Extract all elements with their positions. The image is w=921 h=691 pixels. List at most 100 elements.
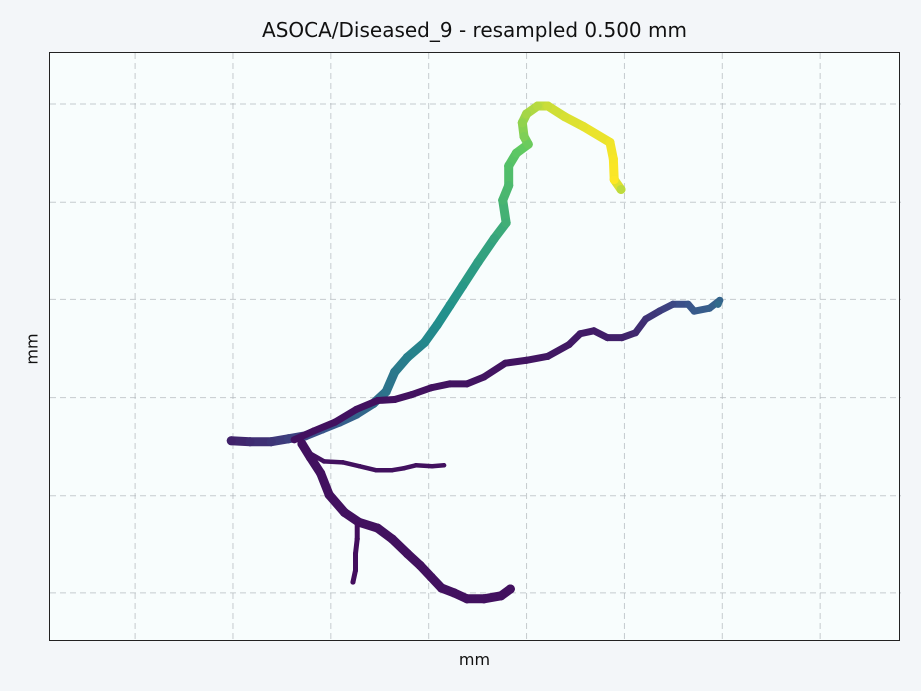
- branch-0-point-31: [605, 137, 615, 147]
- branch-0-point-20: [504, 181, 514, 191]
- branch-1-point-6: [408, 391, 416, 399]
- branch-1-point-13: [544, 352, 552, 360]
- branch-0-point-3: [283, 434, 293, 444]
- branch-0-point-34: [616, 184, 626, 194]
- branch-0-point-2: [266, 437, 276, 447]
- branch-0-point-10: [390, 367, 400, 377]
- branch-1-point-11: [501, 359, 509, 367]
- branch-2-point-0: [297, 439, 307, 449]
- branch-4-point-7: [413, 463, 419, 468]
- branch-4-point-8: [429, 464, 435, 469]
- branch-2-point-14: [479, 594, 489, 604]
- branch-0-point-33: [609, 175, 619, 185]
- branch-1-point-18: [618, 334, 626, 342]
- branch-2-point-13: [462, 594, 472, 604]
- branch-1-point-12: [523, 356, 531, 364]
- branch-4-point-9: [441, 463, 447, 468]
- branch-0-point-15: [458, 281, 468, 291]
- branch-2-point-2: [316, 468, 326, 478]
- vessel-branch-4: [308, 451, 447, 473]
- branch-0-point-11: [402, 352, 412, 362]
- branch-0-point-29: [560, 112, 570, 122]
- branch-3-point-1: [354, 536, 360, 542]
- branch-2-point-7: [387, 534, 397, 544]
- branch-1-point-7: [427, 384, 435, 392]
- branch-1-point-25: [706, 304, 714, 312]
- branch-2-point-6: [373, 523, 383, 533]
- branch-1-point-14: [565, 341, 573, 349]
- branch-0-segment-16: [473, 234, 499, 267]
- vessel-branch-2: [297, 439, 515, 604]
- branch-0-point-17: [489, 234, 499, 244]
- branch-2-point-16: [505, 584, 515, 594]
- branch-2-point-15: [496, 591, 506, 601]
- branch-1-point-27: [714, 300, 722, 308]
- vessel-branch-3: [350, 521, 360, 585]
- branch-2-point-8: [402, 549, 412, 559]
- branch-1-point-2: [331, 418, 339, 426]
- branch-1-point-8: [446, 380, 454, 388]
- branch-1-point-23: [684, 300, 692, 308]
- branch-1-segment-0: [290, 427, 318, 444]
- branch-0-point-23: [523, 139, 533, 149]
- branch-4-point-5: [389, 467, 395, 473]
- vessel-branch-1: [290, 296, 724, 444]
- branch-3-point-3: [353, 567, 359, 573]
- branch-1-point-24: [690, 307, 698, 315]
- branch-2-point-9: [415, 560, 425, 570]
- vessel-branch-0: [226, 101, 626, 447]
- branch-1-point-17: [603, 334, 611, 342]
- branch-1-segment-1: [310, 418, 339, 435]
- branch-2-point-10: [426, 572, 436, 582]
- branch-1-point-1: [310, 427, 318, 435]
- branch-0-point-12: [419, 338, 429, 348]
- branch-3-point-4: [350, 579, 356, 585]
- branch-0-point-22: [511, 148, 521, 158]
- branch-1-segment-2: [331, 405, 360, 426]
- branch-4-segment-2: [340, 460, 363, 469]
- branch-4-point-1: [321, 459, 327, 464]
- branch-1-segment-12: [523, 352, 552, 364]
- branch-3-point-0: [354, 521, 360, 527]
- branch-0-point-26: [522, 109, 532, 119]
- branch-1-point-15: [576, 330, 584, 338]
- branch-0-point-32: [608, 154, 618, 164]
- branch-0-point-21: [504, 161, 514, 171]
- branch-2-point-4: [339, 507, 349, 517]
- branch-0-segment-15: [458, 257, 483, 291]
- branch-4-segment-7: [413, 463, 435, 469]
- chart-title: ASOCA/Diseased_9 - resampled 0.500 mm: [262, 18, 687, 42]
- branch-1-point-4: [374, 397, 382, 405]
- branch-0-point-0: [226, 436, 236, 446]
- branch-4-point-0: [308, 451, 313, 456]
- branch-4-point-3: [357, 464, 363, 469]
- branch-3-point-2: [353, 551, 359, 557]
- branch-0-point-27: [533, 101, 543, 111]
- branch-2-point-12: [449, 588, 459, 598]
- branch-4-segment-0: [308, 451, 327, 464]
- branch-0-point-1: [245, 437, 255, 447]
- branch-0-point-24: [519, 131, 529, 141]
- y-axis-label: mm: [22, 333, 42, 365]
- branch-1-point-16: [590, 327, 598, 335]
- branch-1-point-20: [642, 315, 650, 323]
- branch-0-point-28: [543, 101, 553, 111]
- branch-0-point-16: [473, 257, 483, 267]
- x-axis-label: mm: [458, 650, 491, 669]
- branch-1-point-0: [290, 436, 298, 444]
- branch-0-segment-30: [579, 122, 615, 147]
- branch-0-point-30: [579, 122, 589, 132]
- branch-0-point-14: [445, 300, 455, 310]
- branch-0-point-13: [432, 320, 442, 330]
- branch-4-point-6: [401, 465, 407, 471]
- branch-1-point-22: [669, 300, 677, 308]
- branch-1-point-10: [480, 373, 488, 381]
- branch-1-segment-13: [544, 341, 573, 360]
- branch-1-point-9: [463, 380, 471, 388]
- plot-area: [49, 52, 901, 642]
- plot-svg: [50, 53, 901, 642]
- branch-0-point-18: [501, 218, 511, 228]
- branch-1-point-19: [631, 329, 639, 337]
- branch-1-point-5: [391, 396, 399, 404]
